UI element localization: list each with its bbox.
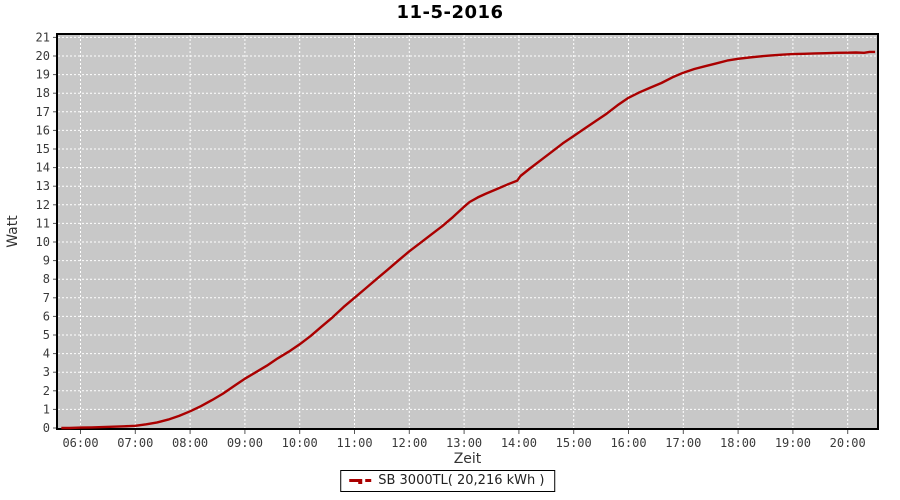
y-tick-label: 16 [36,123,50,137]
x-tick-label: 17:00 [665,436,701,450]
y-tick-label: 10 [36,235,50,249]
x-tick-label: 15:00 [556,436,592,450]
x-tick-label: 19:00 [775,436,811,450]
y-tick-label: 9 [43,254,50,268]
y-tick-label: 14 [36,161,50,175]
legend-series-label: SB 3000TL( 20,216 kWh ) [378,473,545,488]
x-tick-label: 10:00 [282,436,318,450]
series-line [61,50,876,430]
x-tick-label: 08:00 [172,436,208,450]
y-tick-label: 1 [43,402,50,416]
y-axis-label: Watt [5,215,21,248]
y-tick-label: 11 [36,216,50,230]
y-tick-label: 20 [36,49,50,63]
chart-title: 11-5-2016 [396,2,504,23]
y-tick-label: 13 [36,179,50,193]
x-tick-label: 14:00 [501,436,537,450]
x-tick-label: 07:00 [117,436,153,450]
y-tick-label: 3 [43,365,50,379]
legend: SB 3000TL( 20,216 kWh ) [340,470,556,492]
x-tick-label: 09:00 [227,436,263,450]
x-tick-label: 12:00 [391,436,427,450]
y-tick-label: 2 [43,384,50,398]
y-tick-label: 0 [43,421,50,435]
y-tick-label: 18 [36,86,50,100]
series-line-marker-icon [349,479,372,484]
x-axis-label: Zeit [454,451,482,467]
y-tick-label: 19 [36,68,50,82]
x-tick-label: 16:00 [610,436,646,450]
y-tick-label: 8 [43,272,50,286]
y-tick-label: 15 [36,142,50,156]
y-tick-label: 12 [36,198,50,212]
y-tick-label: 17 [36,105,50,119]
plot-border [56,33,879,430]
plot-area [57,34,878,429]
y-tick-label: 5 [43,328,50,342]
x-tick-label: 06:00 [62,436,98,450]
y-tick-label: 4 [43,347,50,361]
x-tick-label: 18:00 [720,436,756,450]
y-tick-label: 21 [36,30,50,44]
y-tick-label: 6 [43,309,50,323]
x-tick-label: 20:00 [830,436,866,450]
y-tick-label: 7 [43,291,50,305]
x-tick-label: 11:00 [336,436,372,450]
x-tick-label: 13:00 [446,436,482,450]
